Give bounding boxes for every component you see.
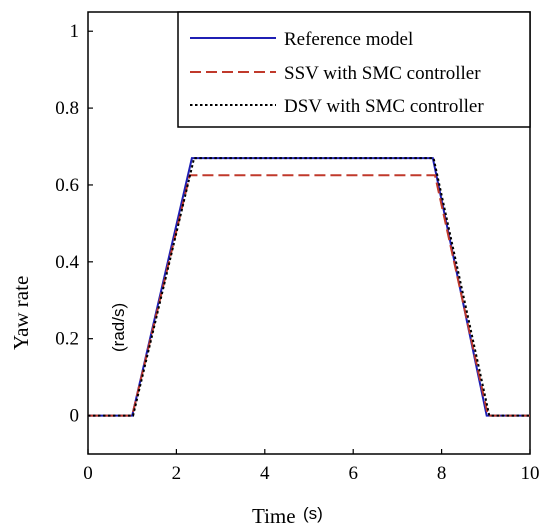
series-layer bbox=[88, 157, 530, 417]
x-axis-ticks: 0 2 4 6 8 10 bbox=[83, 449, 540, 484]
y-tick-label: 0.6 bbox=[55, 175, 79, 196]
y-axis-ticks: 0 0.2 0.4 0.6 0.8 1 bbox=[55, 21, 93, 427]
y-axis-label: Yaw rate bbox=[9, 276, 33, 350]
x-axis-unit: (s) bbox=[303, 504, 323, 523]
x-tick-label: 2 bbox=[172, 463, 182, 484]
y-tick-label: 0.2 bbox=[55, 329, 79, 350]
legend: Reference model SSV with SMC controller … bbox=[177, 11, 531, 128]
x-tick-label: 6 bbox=[348, 463, 358, 484]
x-tick-label: 10 bbox=[521, 463, 540, 484]
legend-box bbox=[177, 11, 531, 128]
y-tick-label: 0.8 bbox=[55, 98, 79, 119]
x-tick-label: 0 bbox=[83, 463, 93, 484]
y-tick-label: 1 bbox=[70, 21, 80, 42]
x-tick-label: 4 bbox=[260, 463, 270, 484]
legend-label-reference-model: Reference model bbox=[284, 29, 413, 50]
y-tick-label: 0.4 bbox=[55, 252, 79, 273]
legend-label-ssv-smc: SSV with SMC controller bbox=[284, 63, 481, 84]
x-axis-label: Time bbox=[252, 504, 296, 528]
y-axis-unit: (rad/s) bbox=[109, 303, 128, 352]
y-tick-label: 0 bbox=[70, 406, 80, 427]
legend-label-dsv-smc: DSV with SMC controller bbox=[284, 96, 484, 117]
x-tick-label: 8 bbox=[437, 463, 447, 484]
